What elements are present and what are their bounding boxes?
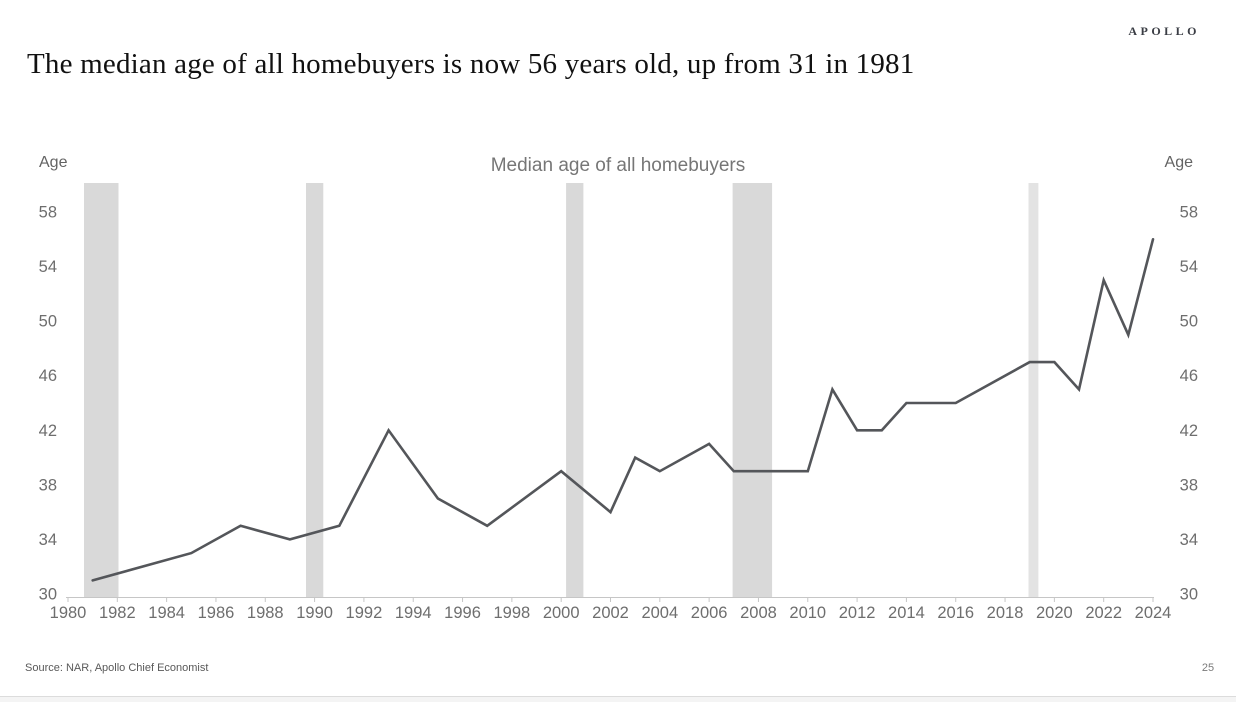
median-age-series-line [91, 238, 1155, 582]
x-tick-label: 2018 [987, 604, 1024, 622]
y-tick-label-right: 38 [1180, 476, 1198, 494]
bottom-divider [0, 696, 1236, 702]
y-tick-label-left: 54 [39, 258, 57, 276]
x-tick-label: 2024 [1135, 604, 1172, 622]
x-tick-label: 1994 [395, 604, 432, 622]
x-tick-label: 2010 [789, 604, 826, 622]
y-tick-label-right: 34 [1180, 531, 1198, 549]
x-tick-label: 1986 [198, 604, 235, 622]
x-tick-label: 2020 [1036, 604, 1073, 622]
y-tick-label-left: 34 [39, 531, 57, 549]
chart-title: Median age of all homebuyers [490, 155, 746, 176]
x-tick-label: 2012 [839, 604, 876, 622]
page-title: The median age of all homebuyers is now … [27, 48, 915, 80]
recession-band [1028, 183, 1039, 597]
y-tick-label-left: 30 [39, 586, 57, 604]
x-tick-label: 1988 [247, 604, 284, 622]
y-tick-label-right: 30 [1180, 586, 1198, 604]
x-tick-label: 1984 [148, 604, 185, 622]
recession-band [732, 183, 773, 597]
left-axis-unit-label: Age [39, 154, 68, 171]
recession-band [84, 183, 119, 597]
y-tick-label-right: 50 [1180, 313, 1198, 331]
x-tick-label: 2006 [691, 604, 728, 622]
x-tick-label: 2014 [888, 604, 925, 622]
y-tick-label-right: 58 [1180, 204, 1198, 222]
x-tick-label: 2000 [543, 604, 580, 622]
y-tick-label-left: 50 [39, 313, 57, 331]
x-tick-label: 1998 [494, 604, 531, 622]
page-number: 25 [1201, 662, 1215, 674]
y-tick-label-right: 54 [1180, 258, 1198, 276]
x-tick-label: 2016 [937, 604, 974, 622]
y-tick-label-left: 38 [39, 476, 57, 494]
x-tick-label: 2008 [740, 604, 777, 622]
y-tick-label-right: 42 [1180, 422, 1198, 440]
recession-band [306, 183, 324, 597]
x-tick-label: 1990 [296, 604, 333, 622]
right-axis-unit-label: Age [1164, 154, 1193, 171]
x-tick-label: 1982 [99, 604, 136, 622]
x-tick-label: 2004 [641, 604, 678, 622]
y-tick-label-left: 58 [39, 204, 57, 222]
y-tick-label-right: 46 [1180, 367, 1198, 385]
x-tick-label: 2022 [1085, 604, 1122, 622]
x-tick-label: 2002 [592, 604, 629, 622]
x-tick-label: 1996 [444, 604, 481, 622]
y-tick-label-left: 42 [39, 422, 57, 440]
recession-band [566, 183, 584, 597]
y-tick-label-left: 46 [39, 367, 57, 385]
source-note: Source: NAR, Apollo Chief Economist [25, 662, 209, 674]
x-tick-label: 1992 [346, 604, 383, 622]
apollo-logo: APOLLO [1128, 24, 1200, 38]
x-tick-label: 1980 [50, 604, 87, 622]
